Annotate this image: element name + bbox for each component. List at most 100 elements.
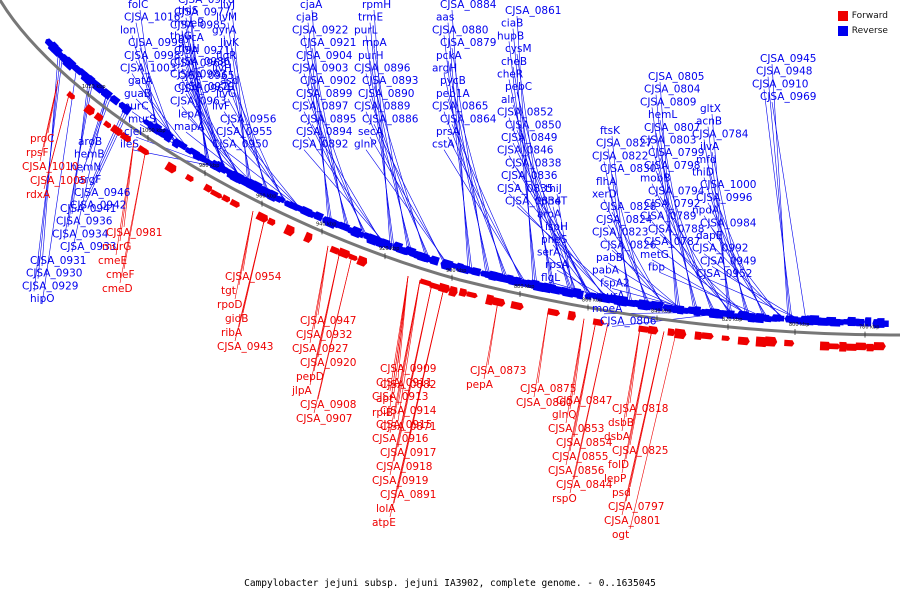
gene-leader-line (447, 136, 525, 284)
forward-feature-mark (721, 335, 730, 342)
reverse-feature-mark (725, 310, 735, 320)
forward-feature-mark (866, 343, 876, 352)
gene-leader-line (365, 111, 431, 260)
gene-label: CJSA_0998 (124, 50, 180, 62)
forward-feature-mark (674, 328, 687, 340)
gene-label: CJSA_0979 (178, 81, 234, 93)
gene-label: CJSA_0825 (612, 445, 668, 457)
gene-leader-line (711, 228, 783, 320)
reverse-feature-mark (84, 75, 96, 87)
gene-leader-line (39, 80, 59, 162)
gene-label: livJ (220, 0, 235, 11)
gene-leader-line (309, 250, 341, 386)
gene-leader-line (389, 276, 409, 392)
gene-label: CJSA_0984 (700, 217, 757, 229)
gene-leader-line (621, 329, 653, 474)
reverse-swatch (837, 25, 848, 36)
forward-feature-mark (567, 310, 576, 321)
forward-feature-mark (203, 183, 213, 193)
gene-label: CJSA_0889 (354, 101, 410, 113)
gene-label: rdxA (26, 189, 51, 201)
gene-leader-line (307, 136, 385, 244)
reverse-feature-mark (276, 195, 286, 204)
reverse-feature-mark (429, 255, 440, 266)
gene-label: CJSA_0918 (376, 461, 432, 473)
reverse-feature-mark (337, 221, 351, 232)
gene-leader-line (309, 245, 329, 344)
gene-leader-line (227, 98, 287, 204)
gene-label: CJSA_0860 (516, 397, 572, 409)
gene-label: argH (432, 63, 457, 75)
gene-label: CJSA_0910 (752, 78, 808, 90)
forward-feature-mark (694, 331, 703, 341)
gene-label: folD (608, 459, 629, 471)
gene-label: cstA (432, 139, 455, 151)
gene-label: CJSA_0892 (292, 139, 348, 151)
gene-label: CJSA_0899 (296, 88, 352, 100)
forward-feature-mark (448, 285, 458, 297)
kbp-tick-label: 920 kbp (379, 246, 399, 252)
reverse-feature-mark (833, 319, 844, 326)
gene-label: murA (596, 290, 625, 302)
gene-leader-line (311, 124, 383, 244)
gene-leader-line (451, 9, 469, 271)
gene-label: CJSA_0945 (760, 53, 816, 65)
gene-label: pckA (436, 50, 463, 62)
gene-label: cheR (497, 69, 523, 81)
gene-label: CJSA_0809 (640, 96, 696, 108)
gene-label: thiD (692, 167, 714, 179)
gene-label: CJSA_0929 (22, 280, 78, 292)
gene-leader-line (512, 142, 590, 296)
gene-label: CJSA_0854 (556, 437, 613, 449)
gene-label: CJSA_0943 (217, 341, 273, 353)
gene-label: CJSA_0891 (380, 489, 436, 501)
gene-label: CJSA_0999 (128, 37, 184, 49)
gene-label: CJSA_0835 (497, 183, 553, 195)
gene-label: livG (216, 88, 236, 100)
reverse-feature-mark (163, 131, 174, 143)
gene-label: CJSA_0836 (501, 170, 558, 182)
gene-label: pheT (541, 196, 568, 208)
forward-feature-mark (337, 247, 351, 259)
reverse-feature-mark (51, 45, 63, 57)
gene-label: secA (358, 126, 384, 138)
reverse-feature-mark (863, 317, 872, 327)
gene-label: proC (30, 133, 55, 145)
gene-leader-line (189, 81, 243, 182)
gene-label: CJSA_0846 (497, 145, 554, 157)
gene-label: murG (102, 241, 131, 253)
gene-label: CJSA_0844 (556, 479, 613, 491)
gene-label: CJSA_0902 (300, 75, 356, 87)
gene-leader-line (516, 15, 534, 285)
gene-label: lepP (604, 473, 626, 485)
gene-label: rnpA (362, 37, 387, 49)
gene-leader-line (573, 318, 585, 396)
gene-label: CJSA_0794 (648, 185, 705, 197)
gene-label: rpoD (217, 299, 243, 311)
gene-label: ftsK (600, 125, 621, 137)
gene-leader-line (711, 152, 747, 317)
gene-leader-line (443, 35, 473, 272)
gene-leader-line (443, 111, 509, 280)
reverse-gene-labels: folCCJSA_1016lonCJSA_0999CJSA_0998CJSA_1… (22, 0, 816, 328)
gene-label: CJSA_0922 (292, 24, 348, 36)
figure-caption: Campylobacter jejuni subsp. jejuni IA390… (244, 578, 656, 589)
gene-label: purH (358, 50, 384, 62)
gene-label: CJSA_0826 (600, 239, 657, 251)
reverse-feature-mark (109, 95, 121, 106)
gene-label: pebC (505, 81, 532, 93)
gene-label: folC (128, 0, 148, 11)
gene-leader-line (552, 244, 594, 297)
gene-label: CJSA_0871 (380, 421, 436, 433)
gene-label: pepA (466, 379, 494, 391)
gene-leader-line (607, 224, 667, 308)
gene-label: CJSA_0920 (300, 357, 356, 369)
forward-feature-mark (592, 318, 605, 327)
gene-label: gidB (225, 313, 248, 325)
gene-label: cjaB (296, 12, 318, 24)
gene-leader-line (389, 276, 409, 408)
gene-label: CJSA_0834 (505, 196, 562, 208)
gene-label: moeA (592, 303, 623, 315)
gene-label: CJSA_0956 (220, 113, 277, 125)
gene-leader-line (556, 231, 592, 297)
